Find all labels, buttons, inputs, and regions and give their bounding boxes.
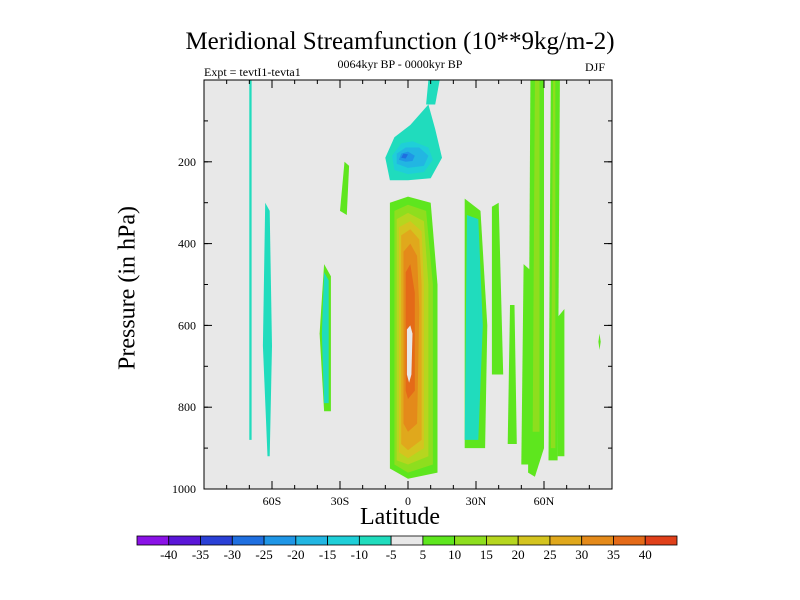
colorbar-label: 40 xyxy=(639,547,652,562)
colorbar-box xyxy=(390,535,424,546)
colorbar-box xyxy=(613,535,646,546)
colorbar-label: -10 xyxy=(351,547,368,562)
x-tick-label: 60S xyxy=(263,494,282,508)
contour-region-17 xyxy=(340,161,350,215)
colorbar-box xyxy=(422,535,456,546)
chart-period: 0064kyr BP - 0000kyr BP xyxy=(337,57,463,71)
contour-region-11 xyxy=(398,151,415,162)
contour-region-23 xyxy=(507,305,517,444)
colorbar-box xyxy=(454,535,487,546)
colorbar-box xyxy=(200,535,233,546)
x-tick-label: 30N xyxy=(466,494,487,508)
colorbar-label: -30 xyxy=(224,547,241,562)
colorbar-label: -35 xyxy=(192,547,209,562)
colorbar-label: -40 xyxy=(160,547,177,562)
colorbar-label: -5 xyxy=(386,547,397,562)
experiment-label: Expt = tevtI1-tevta1 xyxy=(204,65,301,79)
colorbar-label: -25 xyxy=(255,547,272,562)
colorbar-box xyxy=(327,535,360,546)
colorbar-box xyxy=(549,535,583,546)
colorbar-box xyxy=(263,535,297,546)
contour-region-13 xyxy=(426,80,440,105)
contour-region-30 xyxy=(598,333,601,350)
colorbar-box xyxy=(358,535,392,546)
contour-region-26 xyxy=(532,80,540,432)
y-tick-label: 600 xyxy=(178,318,196,332)
y-tick-label: 200 xyxy=(178,155,196,169)
colorbar-label: 5 xyxy=(420,547,427,562)
colorbar-label: -15 xyxy=(319,547,336,562)
x-tick-label: 60N xyxy=(534,494,555,508)
y-tick-label: 400 xyxy=(178,237,196,251)
x-tick-label: 0 xyxy=(405,494,411,508)
contour-region-29 xyxy=(557,309,565,457)
colorbar-label: 25 xyxy=(543,547,556,562)
colorbar-label: 30 xyxy=(575,547,588,562)
chart-title: Meridional Streamfunction (10**9kg/m-2) xyxy=(185,28,615,55)
x-tick-label: 30S xyxy=(331,494,350,508)
contour-region-22 xyxy=(491,202,504,375)
y-tick-label: 1000 xyxy=(172,482,196,496)
contour-region-15 xyxy=(262,202,272,457)
colorbar-box xyxy=(517,535,551,546)
colorbar-label: 15 xyxy=(480,547,493,562)
colorbar-label: -20 xyxy=(287,547,304,562)
colorbar-box xyxy=(644,535,678,546)
contour-region-7 xyxy=(406,325,413,383)
contour-region-18 xyxy=(321,272,329,404)
contour-region-28 xyxy=(550,80,556,449)
contour-region-14 xyxy=(249,80,252,440)
colorbar-box xyxy=(136,535,170,546)
colorbar-box xyxy=(168,535,201,546)
y-tick-label: 800 xyxy=(178,400,196,414)
colorbar-label: 10 xyxy=(448,547,461,562)
colorbar-label: 35 xyxy=(607,547,620,562)
contour-region-12 xyxy=(401,153,408,159)
contour-region-21 xyxy=(466,264,479,416)
colorbar-box xyxy=(231,535,265,546)
colorbar-box xyxy=(581,535,614,546)
season-label: DJF xyxy=(585,60,606,74)
x-axis-label: Latitude xyxy=(360,504,440,530)
colorbar-label: 20 xyxy=(512,547,525,562)
colorbar-box xyxy=(295,535,328,546)
colorbar-box xyxy=(486,535,519,546)
